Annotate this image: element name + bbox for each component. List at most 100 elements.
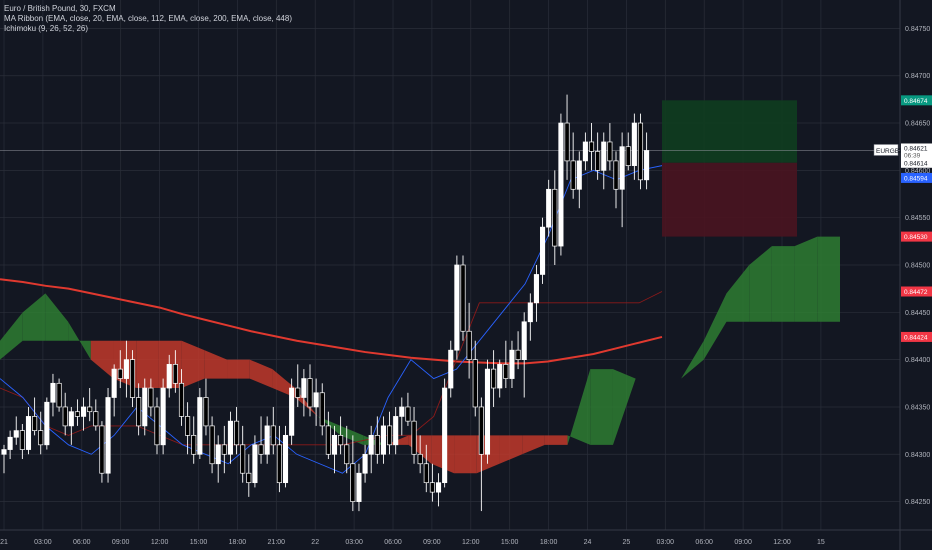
- x-tick-label: 06:00: [73, 539, 91, 546]
- price-tag-box: [901, 172, 932, 183]
- candle-up: [215, 444, 221, 465]
- symbol-tag-label: EURGBP: [876, 148, 903, 155]
- x-tick-label: 03:00: [345, 539, 363, 546]
- cloud-segment-bullish: [340, 425, 364, 445]
- cloud-segment-bullish: [726, 265, 750, 322]
- cloud-segment-bullish: [45, 293, 69, 341]
- candle-up: [1, 449, 7, 455]
- cloud-segment-bearish: [90, 340, 114, 379]
- cloud-segment-bearish: [227, 359, 250, 379]
- price-tag-value: 0.84674: [904, 98, 928, 105]
- cloud-segment-bearish: [544, 435, 568, 445]
- cloud-segment-bullish: [0, 312, 23, 360]
- price-tag: 0.84472: [901, 286, 932, 297]
- candle-up: [619, 146, 625, 190]
- candle-up: [301, 378, 307, 398]
- candle-down: [270, 425, 276, 446]
- price-tag-box: [901, 157, 932, 168]
- candle-up: [582, 141, 588, 162]
- ma-ribbon-label[interactable]: MA Ribbon (EMA, close, 20, EMA, close, 1…: [4, 14, 292, 23]
- ichimoku-label[interactable]: Ichimoku (9, 26, 52, 26): [4, 24, 89, 33]
- y-tick-label: 0.84600: [905, 168, 930, 175]
- candle-down: [178, 382, 185, 417]
- x-tick-label: 06:00: [695, 539, 713, 546]
- y-tick-label: 0.84250: [905, 499, 930, 506]
- candle-down: [607, 141, 613, 162]
- cloud-segment-bearish: [499, 435, 523, 464]
- candle-down: [411, 420, 417, 455]
- candle-down: [32, 416, 38, 431]
- cloud-segment-bullish: [68, 321, 91, 360]
- candle-up: [454, 264, 460, 351]
- candle-down: [350, 463, 356, 502]
- candle-up: [227, 420, 233, 455]
- y-tick-label: 0.84700: [905, 73, 930, 80]
- candle-down: [129, 359, 136, 398]
- candle-up: [105, 397, 111, 474]
- candle-up: [448, 349, 454, 389]
- cloud-segment-bullish: [794, 236, 818, 322]
- candle-up: [81, 406, 87, 417]
- candle-down: [221, 444, 227, 455]
- cloud-segment-bearish: [295, 388, 318, 417]
- candle-up: [435, 482, 442, 493]
- candle-down: [503, 364, 509, 379]
- cloud-segment-bullish: [749, 246, 772, 322]
- candles: [1, 94, 650, 512]
- price-tag-box: [901, 95, 932, 106]
- candle-down: [276, 444, 282, 484]
- x-tick-label: 12:00: [773, 539, 791, 546]
- y-tick-label: 0.84500: [905, 263, 930, 270]
- candle-down: [417, 453, 423, 465]
- price-tag-value: 0.84424: [904, 334, 928, 341]
- candle-up: [282, 435, 289, 484]
- candle-down: [319, 392, 325, 427]
- x-tick-label: 15: [817, 539, 825, 546]
- candle-up: [546, 188, 552, 228]
- candle-down: [374, 435, 380, 455]
- candle-down: [387, 425, 393, 446]
- x-tick-label: 15:00: [501, 539, 519, 546]
- cloud-segment-bullish: [703, 293, 727, 360]
- candle-up: [362, 453, 368, 474]
- symbol-title[interactable]: Euro / British Pound, 30, FXCM: [4, 4, 116, 13]
- x-tick-label: 12:00: [151, 539, 169, 546]
- candle-up: [509, 349, 515, 379]
- cloud-segment-bullish: [612, 369, 636, 445]
- candle-down: [325, 425, 331, 455]
- candle-down: [258, 444, 264, 455]
- candle-down: [491, 368, 497, 389]
- price-tag: 0.84424: [901, 331, 932, 342]
- candle-down: [240, 444, 246, 474]
- y-tick-label: 0.84400: [905, 357, 930, 364]
- candle-down: [148, 387, 154, 408]
- x-tick-label: 09:00: [423, 539, 441, 546]
- candle-up: [540, 226, 546, 275]
- x-tick-label: 06:00: [384, 539, 402, 546]
- candle-up: [576, 160, 582, 190]
- candle-up: [442, 387, 448, 484]
- candle-down: [191, 435, 197, 455]
- candle-up: [533, 274, 539, 304]
- x-tick-label: 03:00: [34, 539, 52, 546]
- chart-legend: Euro / British Pound, 30, FXCM MA Ribbon…: [4, 4, 292, 34]
- cloud-segment-bearish: [454, 435, 477, 474]
- cloud-segment-bearish: [181, 340, 205, 389]
- candle-up: [197, 397, 203, 455]
- candle-up: [142, 387, 148, 427]
- kijun-line: [0, 291, 663, 446]
- candle-down: [185, 416, 191, 436]
- candle-down: [423, 463, 429, 484]
- candle-up: [399, 406, 405, 417]
- candle-down: [87, 406, 93, 413]
- candle-up: [631, 122, 637, 166]
- candle-down: [564, 122, 570, 162]
- price-tag-value: 0.84530: [904, 234, 928, 241]
- candle-up: [111, 368, 117, 398]
- candle-up: [252, 444, 258, 484]
- candle-down: [234, 420, 240, 446]
- candle-down: [472, 359, 478, 408]
- candle-up: [50, 382, 56, 403]
- candle-down: [56, 382, 62, 408]
